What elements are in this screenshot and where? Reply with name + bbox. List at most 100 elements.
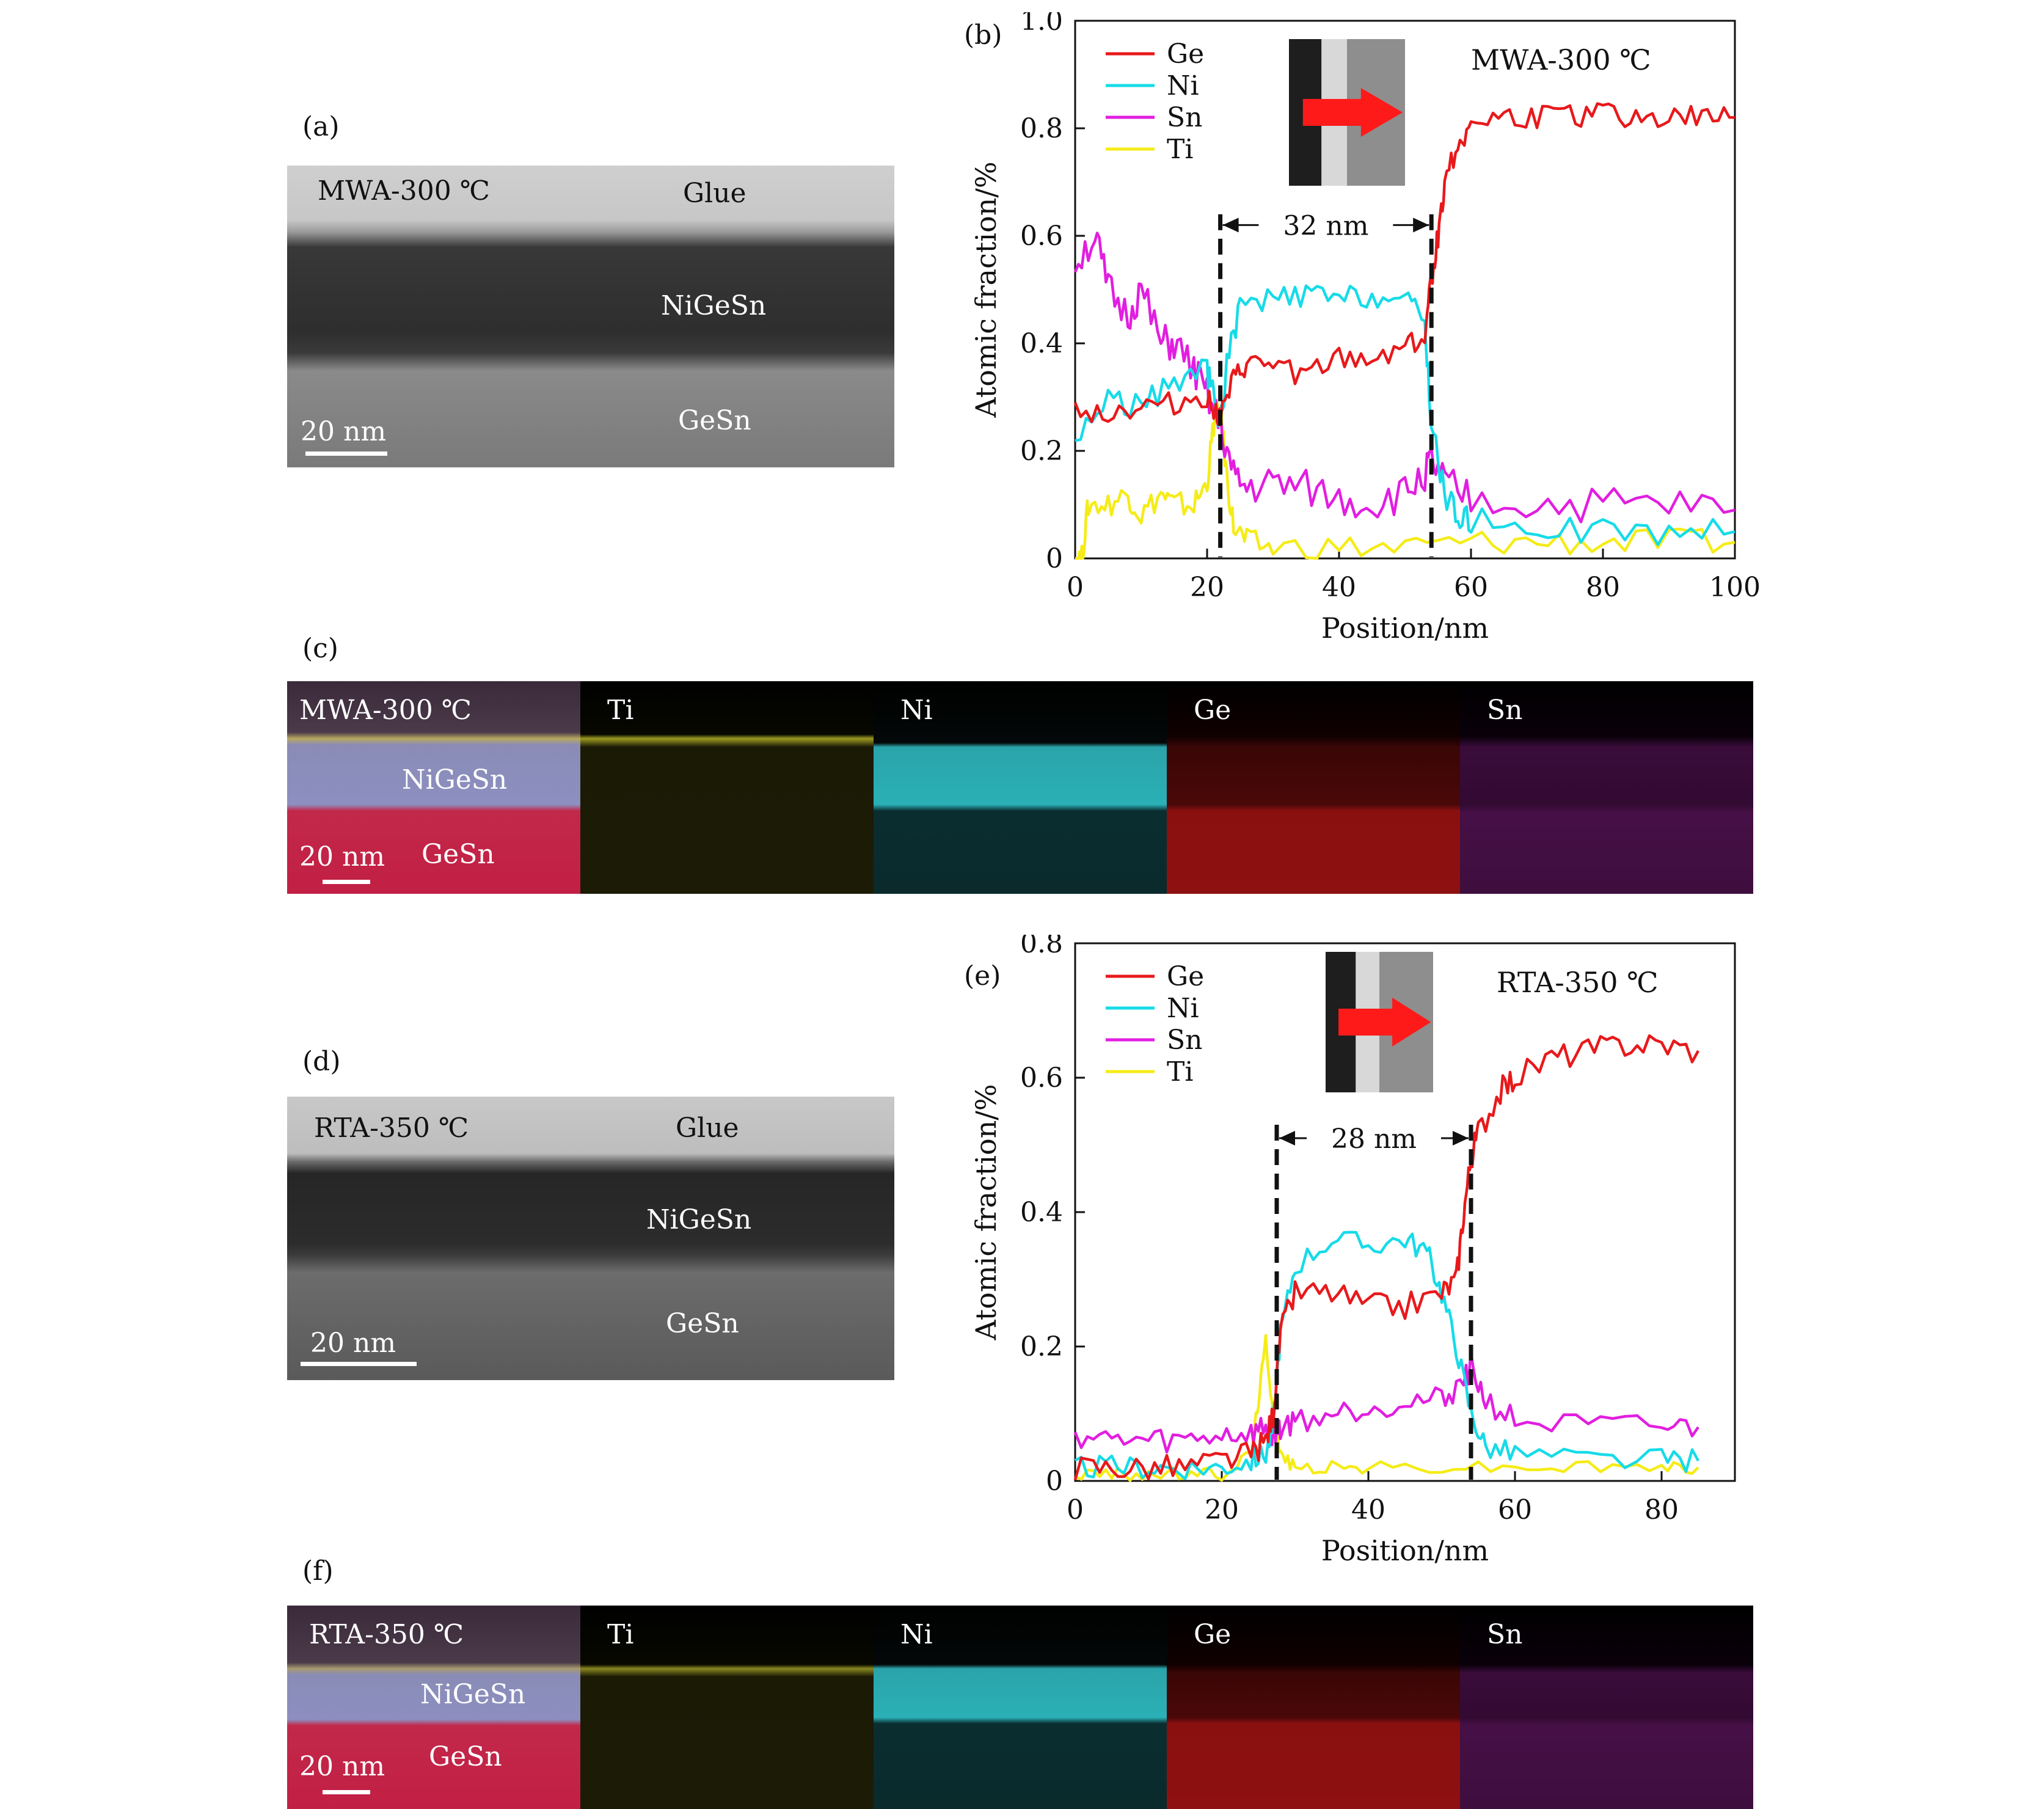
eds-ti-label: Ti (607, 695, 634, 726)
width-arrowhead-left (1222, 217, 1239, 233)
series-line-ni (1074, 1230, 1699, 1480)
eds-layer-label: NiGeSn (402, 764, 508, 795)
y-tick-label: 0 (1046, 1466, 1063, 1497)
y-tick-label: 1.0 (1020, 12, 1063, 37)
scale-bar (323, 1790, 370, 1794)
scale-bar (305, 451, 387, 456)
eds-sn-label: Sn (1487, 1619, 1523, 1650)
chart-condition-label: MWA-300 ℃ (1471, 43, 1651, 76)
scale-bar (323, 880, 370, 884)
chart-b-line-plot: 0 20 40 60 80 100 0 0.2 0.4 0.6 0.8 1.0 Position/nm A… (969, 12, 1761, 645)
eds-map-rta: RTA-350 ℃ NiGeSn GeSn 20 nm Ti Ni Ge Sn (287, 1606, 1753, 1809)
scale-bar-label: 20 nm (299, 1751, 385, 1782)
legend-label-ti: Ti (1167, 134, 1193, 165)
tem-image-rta: RTA-350 ℃ Glue NiGeSn GeSn 20 nm (287, 1097, 894, 1380)
eds-overlay-tile: MWA-300 ℃ NiGeSn GeSn 20 nm (287, 681, 580, 894)
eds-sn-tile: Sn (1460, 1606, 1753, 1809)
x-tick-label: 100 (1709, 572, 1761, 603)
eds-ti-label: Ti (607, 1619, 634, 1650)
legend-label-sn: Sn (1167, 102, 1202, 133)
eds-ge-label: Ge (1194, 695, 1232, 726)
width-arrowhead-left (1279, 1131, 1295, 1146)
x-tick-label: 80 (1644, 1494, 1679, 1526)
eds-ge-tile: Ge (1167, 1606, 1460, 1809)
series-line-sn (1073, 232, 1736, 524)
eds-substrate-label: GeSn (422, 839, 495, 870)
eds-ge-tile: Ge (1167, 681, 1460, 894)
inset-arrow-icon (1302, 88, 1403, 137)
eds-ni-label: Ni (900, 1619, 933, 1650)
tem-layer-label: NiGeSn (661, 290, 767, 321)
x-tick-label: 60 (1454, 572, 1488, 603)
y-tick-label: 0.2 (1020, 1331, 1063, 1362)
legend-label-ni: Ni (1167, 993, 1199, 1024)
panel-label-b: (b) (964, 20, 1002, 51)
x-tick-label: 40 (1322, 572, 1356, 603)
eds-condition-label: MWA-300 ℃ (299, 695, 472, 726)
legend-label-ge: Ge (1167, 961, 1204, 992)
tem-image-mwa: MWA-300 ℃ Glue NiGeSn GeSn 20 nm (287, 166, 894, 467)
width-arrowhead-right (1413, 217, 1429, 233)
chart-condition-label: RTA-350 ℃ (1497, 966, 1659, 999)
y-tick-label: 0.6 (1020, 221, 1063, 252)
x-axis-label: Position/nm (1321, 612, 1489, 645)
inset-image (1289, 39, 1405, 186)
panel-label-c: (c) (302, 633, 338, 664)
x-axis-label: Position/nm (1321, 1534, 1489, 1567)
tem-condition-label: MWA-300 ℃ (318, 175, 490, 206)
x-tick-label: 20 (1190, 572, 1224, 603)
y-tick-label: 0.2 (1020, 436, 1063, 467)
eds-ti-tile: Ti (580, 1606, 874, 1809)
eds-layer-label: NiGeSn (420, 1679, 526, 1710)
x-tick-label: 0 (1067, 572, 1084, 603)
legend-label-ni: Ni (1167, 70, 1199, 101)
x-tick-label: 20 (1205, 1494, 1239, 1526)
panel-label-f: (f) (302, 1555, 334, 1587)
y-tick-label: 0.8 (1020, 935, 1063, 959)
x-tick-label: 0 (1067, 1494, 1084, 1526)
y-axis-label: Atomic fraction/% (969, 1084, 1002, 1340)
series-line-ge (1073, 1034, 1699, 1481)
series-line-ni (1075, 284, 1736, 546)
tem-substrate-label: GeSn (666, 1308, 739, 1339)
eds-ti-tile: Ti (580, 681, 874, 894)
series-line-sn (1073, 1352, 1699, 1454)
eds-ni-tile: Ni (874, 1606, 1167, 1809)
tem-condition-label: RTA-350 ℃ (314, 1113, 469, 1144)
eds-ni-tile: Ni (874, 681, 1167, 894)
inset-image (1326, 952, 1433, 1092)
panel-label-e: (e) (964, 960, 1001, 992)
legend-label-ti: Ti (1167, 1056, 1193, 1087)
series-line-ge (1073, 102, 1736, 426)
y-tick-label: 0.4 (1020, 1197, 1063, 1228)
panel-label-a: (a) (302, 111, 340, 142)
eds-ni-label: Ni (900, 695, 933, 726)
tem-glue-label: Glue (683, 178, 746, 209)
y-axis-label: Atomic fraction/% (969, 161, 1002, 418)
eds-substrate-label: GeSn (429, 1741, 502, 1772)
width-arrowhead-right (1453, 1131, 1469, 1146)
x-tick-label: 80 (1586, 572, 1620, 603)
y-tick-label: 0.8 (1020, 113, 1063, 144)
width-label: 28 nm (1331, 1124, 1417, 1155)
eds-sn-label: Sn (1487, 695, 1523, 726)
scale-bar-label: 20 nm (301, 416, 387, 447)
tem-layer-label: NiGeSn (646, 1204, 752, 1235)
eds-overlay-tile: RTA-350 ℃ NiGeSn GeSn 20 nm (287, 1606, 580, 1809)
x-tick-label: 40 (1351, 1494, 1385, 1526)
tem-substrate-label: GeSn (678, 405, 751, 436)
eds-condition-label: RTA-350 ℃ (309, 1619, 464, 1650)
legend-label-ge: Ge (1167, 38, 1204, 70)
panel-label-d: (d) (302, 1046, 341, 1077)
eds-map-mwa: MWA-300 ℃ NiGeSn GeSn 20 nm Ti Ni Ge Sn (287, 681, 1753, 894)
y-tick-label: 0.6 (1020, 1062, 1063, 1094)
x-tick-label: 60 (1498, 1494, 1532, 1526)
width-label: 32 nm (1283, 210, 1368, 241)
scale-bar-label: 20 nm (310, 1328, 396, 1359)
inset-arrow-icon (1338, 998, 1431, 1047)
chart-e-line-plot: 0 20 40 60 80 0 0.2 0.4 0.6 0.8 Position/nm Atomic … (969, 935, 1736, 1567)
eds-ge-label: Ge (1194, 1619, 1232, 1650)
y-tick-label: 0 (1046, 543, 1063, 574)
scale-bar (301, 1362, 417, 1366)
tem-glue-label: Glue (676, 1113, 739, 1144)
